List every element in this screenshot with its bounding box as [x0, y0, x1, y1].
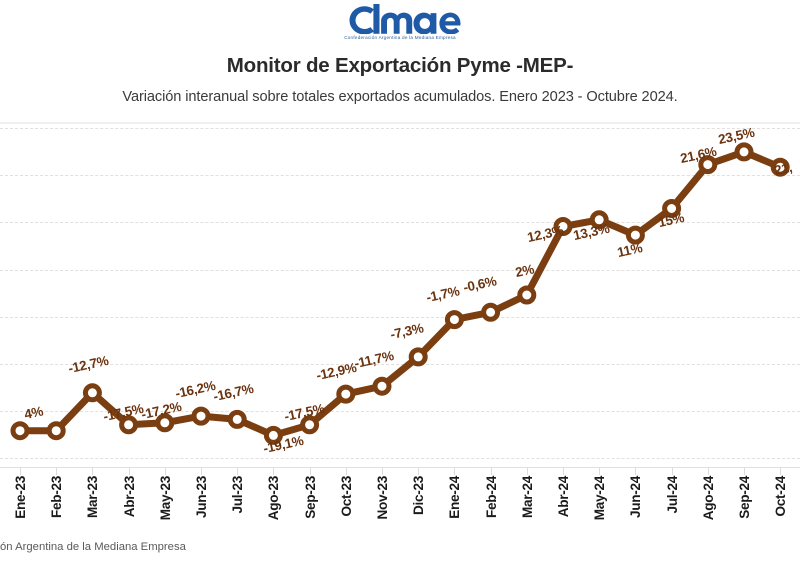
x-axis-tick: [309, 468, 311, 475]
gridline: [0, 269, 800, 271]
chart-title: Monitor de Exportación Pyme -MEP-: [226, 54, 574, 77]
logo-subtitle: Confederación Argentina de la Mediana Em…: [344, 35, 456, 40]
gridline: [0, 458, 800, 460]
x-axis-label: Ene-24: [447, 476, 463, 519]
data-point-marker[interactable]: [662, 199, 682, 218]
gridline: [0, 411, 800, 413]
data-point-marker[interactable]: [589, 210, 609, 230]
data-point-marker[interactable]: [698, 155, 718, 175]
data-point-marker[interactable]: [553, 217, 573, 236]
data-point-marker[interactable]: [517, 285, 537, 305]
x-axis-tick: [418, 468, 420, 475]
x-axis-tick: [20, 468, 21, 475]
x-axis-tick: [164, 468, 166, 475]
gridline: [0, 128, 800, 129]
x-axis-tick: [128, 468, 130, 475]
x-axis-label: Dic-23: [411, 476, 427, 516]
x-axis-label: Sep-24: [737, 476, 752, 519]
x-axis-tick: [490, 468, 492, 475]
x-axis-tick: [237, 468, 239, 475]
x-axis-tick: [635, 468, 637, 475]
data-point-marker[interactable]: [10, 421, 30, 441]
plot-top-border: [0, 122, 800, 124]
data-point-marker[interactable]: [46, 421, 66, 441]
series-line: [16, 148, 784, 439]
came-wordmark-icon: [349, 4, 461, 34]
data-point-marker[interactable]: [227, 409, 247, 429]
x-axis-label: Abr-23: [121, 476, 137, 518]
data-point-marker[interactable]: [481, 302, 501, 322]
x-axis-tick: [382, 468, 383, 475]
x-axis-label: Jul-24: [664, 476, 680, 514]
data-point-marker[interactable]: [336, 384, 356, 404]
data-point-marker[interactable]: [770, 157, 790, 177]
data-point-marker[interactable]: [444, 310, 464, 330]
x-axis-tick: [707, 468, 709, 475]
x-axis-tick: [780, 468, 782, 475]
x-axis-label: Feb-23: [49, 476, 65, 519]
gridline: [0, 316, 800, 318]
data-point-marker[interactable]: [734, 142, 754, 162]
x-axis-label: May-24: [592, 476, 608, 521]
gridline: [0, 364, 800, 365]
x-axis-tick: [599, 468, 601, 475]
data-point-marker[interactable]: [191, 406, 211, 426]
x-axis-tick: [671, 468, 673, 475]
x-axis-tick: [273, 468, 275, 475]
x-axis-label: Ene-23: [13, 476, 28, 519]
x-axis-label: Sep-23: [302, 476, 318, 519]
plot-area: [0, 122, 800, 468]
x-axis-tick: [454, 468, 456, 475]
gridline: [0, 175, 800, 177]
x-axis-label: Jun-24: [628, 476, 644, 519]
x-axis-label: Oct-24: [773, 476, 789, 517]
x-axis-tick: [526, 468, 528, 475]
data-point-marker[interactable]: [119, 415, 139, 435]
x-axis-label: Ago-24: [700, 476, 716, 521]
came-logo: Confederación Argentina de la Mediana Em…: [0, 4, 800, 40]
data-point-marker[interactable]: [408, 347, 428, 367]
x-axis-tick: [56, 468, 58, 475]
x-axis-tick: [345, 468, 347, 475]
x-axis-label: May-23: [157, 476, 173, 521]
x-axis-label: Oct-23: [338, 476, 354, 517]
x-axis-label: Feb-24: [483, 476, 499, 519]
x-axis-label: Abr-24: [556, 476, 571, 518]
x-axis-tick: [563, 468, 564, 475]
x-axis-tick: [92, 468, 94, 475]
x-axis-line: [0, 467, 800, 468]
data-point-marker[interactable]: [263, 425, 283, 445]
x-axis-tick: [744, 468, 745, 475]
x-axis-label: Nov-23: [375, 476, 390, 520]
x-axis-labels: Ene-23 Feb-23 Mar-23 Abr-23 May-23 Jun-23 Jul-…: [0, 476, 800, 536]
data-point-marker[interactable]: [82, 383, 102, 403]
x-axis-label: Mar-23: [85, 476, 101, 519]
data-point-marker[interactable]: [625, 225, 645, 245]
chart-subtitle: Variación interanual sobre totales expor…: [122, 89, 678, 105]
line-series: [10, 142, 790, 445]
footer-text: ón Argentina de la Mediana Empresa: [0, 541, 186, 553]
data-point-marker[interactable]: [155, 413, 175, 433]
x-axis-label: Jun-23: [194, 476, 209, 519]
x-axis-tick: [201, 468, 202, 475]
x-axis-label: Jul-23: [230, 476, 246, 514]
x-axis-label: Ago-23: [266, 476, 282, 521]
gridline: [0, 222, 800, 224]
x-axis-label: Mar-24: [519, 476, 535, 519]
data-point-marker[interactable]: [372, 376, 392, 396]
data-point-marker[interactable]: [300, 415, 320, 435]
